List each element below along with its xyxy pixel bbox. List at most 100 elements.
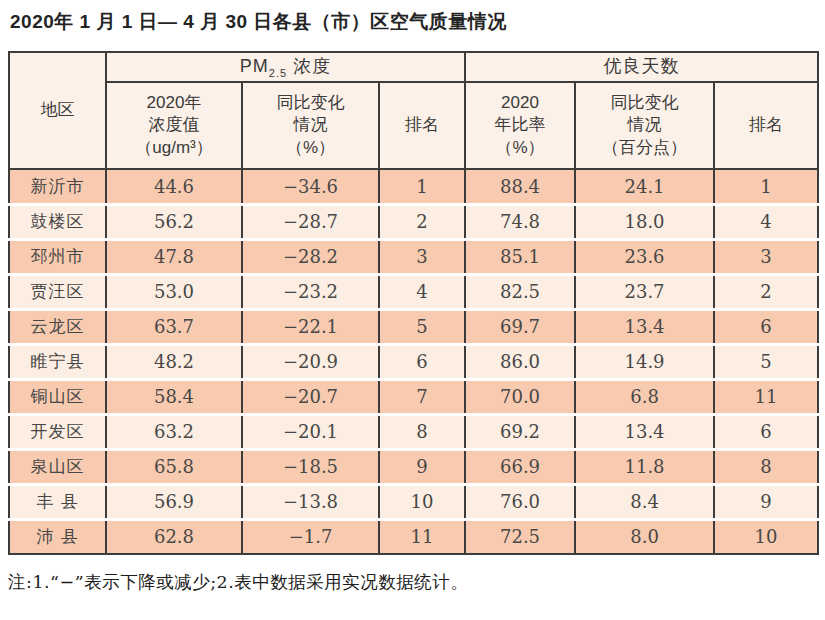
group-header-row: 地区 PM2.5 浓度 优良天数: [9, 52, 818, 82]
rate-rank-cell: 5: [714, 344, 818, 379]
pm-value-cell: 47.8: [106, 239, 242, 274]
rate-rank-cell: 1: [714, 169, 818, 204]
pm-rank-cell: 2: [379, 204, 465, 239]
rate-change-cell: 6.8: [575, 379, 714, 414]
rate-change-cell: 14.9: [575, 344, 714, 379]
pm-value-cell: 63.7: [106, 309, 242, 344]
table-row: 睢宁县48.2−20.9686.014.95: [9, 344, 818, 379]
header-pm-value: 2020年 浓度值 （ug/m³）: [106, 82, 242, 169]
rate-value-cell: 69.7: [465, 309, 575, 344]
pm-change-cell: −13.8: [242, 484, 379, 519]
pm-label-prefix: PM: [240, 56, 269, 76]
region-cell: 铜山区: [9, 379, 106, 414]
header-rate-change: 同比变化 情况 （百分点）: [575, 82, 714, 169]
air-quality-table: 地区 PM2.5 浓度 优良天数 2020年 浓度值 （ug/m³） 同比变化 …: [8, 51, 819, 555]
region-cell: 贾汪区: [9, 274, 106, 309]
pm-value-cell: 44.6: [106, 169, 242, 204]
header-pm-rank: 排名: [379, 82, 465, 169]
rate-change-cell: 23.7: [575, 274, 714, 309]
rate-change-cell: 8.4: [575, 484, 714, 519]
rate-value-cell: 70.0: [465, 379, 575, 414]
pm-change-cell: −23.2: [242, 274, 379, 309]
rate-value-cell: 74.8: [465, 204, 575, 239]
rate-value-cell: 88.4: [465, 169, 575, 204]
rate-value-cell: 76.0: [465, 484, 575, 519]
pm-change-cell: −20.1: [242, 414, 379, 449]
pm-value-cell: 58.4: [106, 379, 242, 414]
region-cell: 开发区: [9, 414, 106, 449]
pm-value-cell: 56.9: [106, 484, 242, 519]
pm-rank-cell: 9: [379, 449, 465, 484]
pm-label-suffix: 浓度: [287, 56, 331, 76]
rate-change-cell: 13.4: [575, 414, 714, 449]
table-row: 鼓楼区56.2−28.7274.818.04: [9, 204, 818, 239]
table-row: 云龙区63.7−22.1569.713.46: [9, 309, 818, 344]
table-row: 沛 县62.8−1.71172.58.010: [9, 519, 818, 554]
pm-change-cell: −20.7: [242, 379, 379, 414]
rate-value-cell: 69.2: [465, 414, 575, 449]
pm-value-cell: 48.2: [106, 344, 242, 379]
pm-rank-cell: 4: [379, 274, 465, 309]
pm-rank-cell: 8: [379, 414, 465, 449]
header-group-pm25: PM2.5 浓度: [106, 52, 465, 82]
pm-value-cell: 56.2: [106, 204, 242, 239]
pm-rank-cell: 11: [379, 519, 465, 554]
rate-rank-cell: 6: [714, 414, 818, 449]
region-cell: 睢宁县: [9, 344, 106, 379]
rate-value-cell: 82.5: [465, 274, 575, 309]
pm-change-cell: −1.7: [242, 519, 379, 554]
region-cell: 新沂市: [9, 169, 106, 204]
region-cell: 邳州市: [9, 239, 106, 274]
rate-change-cell: 8.0: [575, 519, 714, 554]
table-row: 开发区63.2−20.1869.213.46: [9, 414, 818, 449]
rate-value-cell: 66.9: [465, 449, 575, 484]
pm-change-cell: −28.2: [242, 239, 379, 274]
rate-rank-cell: 2: [714, 274, 818, 309]
page: 2020年 1 月 1 日— 4 月 30 日各县（市）区空气质量情况 地区 P…: [0, 0, 825, 620]
table-row: 丰 县56.9−13.81076.08.49: [9, 484, 818, 519]
pm-rank-cell: 5: [379, 309, 465, 344]
header-region: 地区: [9, 52, 106, 169]
rate-value-cell: 86.0: [465, 344, 575, 379]
rate-value-cell: 72.5: [465, 519, 575, 554]
region-cell: 鼓楼区: [9, 204, 106, 239]
region-cell: 泉山区: [9, 449, 106, 484]
rate-rank-cell: 4: [714, 204, 818, 239]
table-row: 贾汪区53.0−23.2482.523.72: [9, 274, 818, 309]
region-cell: 沛 县: [9, 519, 106, 554]
table-row: 泉山区65.8−18.5966.911.88: [9, 449, 818, 484]
pm-value-cell: 62.8: [106, 519, 242, 554]
pm-change-cell: −18.5: [242, 449, 379, 484]
pm-change-cell: −20.9: [242, 344, 379, 379]
rate-rank-cell: 9: [714, 484, 818, 519]
rate-rank-cell: 8: [714, 449, 818, 484]
pm-value-cell: 53.0: [106, 274, 242, 309]
header-pm-change: 同比变化 情况 （%）: [242, 82, 379, 169]
table-body: 新沂市44.6−34.6188.424.11鼓楼区56.2−28.7274.81…: [9, 169, 818, 554]
pm-change-cell: −34.6: [242, 169, 379, 204]
header-rate-rank: 排名: [714, 82, 818, 169]
table-row: 邳州市47.8−28.2385.123.63: [9, 239, 818, 274]
rate-value-cell: 85.1: [465, 239, 575, 274]
rate-change-cell: 23.6: [575, 239, 714, 274]
rate-change-cell: 24.1: [575, 169, 714, 204]
pm-label-subscript: 2.5: [269, 66, 287, 78]
pm-rank-cell: 7: [379, 379, 465, 414]
sub-header-row: 2020年 浓度值 （ug/m³） 同比变化 情况 （%） 排名 2020 年比…: [9, 82, 818, 169]
pm-rank-cell: 10: [379, 484, 465, 519]
region-cell: 丰 县: [9, 484, 106, 519]
header-rate-value: 2020 年比率 （%）: [465, 82, 575, 169]
rate-rank-cell: 10: [714, 519, 818, 554]
pm-rank-cell: 6: [379, 344, 465, 379]
pm-change-cell: −28.7: [242, 204, 379, 239]
rate-change-cell: 11.8: [575, 449, 714, 484]
footnote: 注:1.“−”表示下降或减少;2.表中数据采用实况数据统计。: [0, 555, 825, 594]
page-title: 2020年 1 月 1 日— 4 月 30 日各县（市）区空气质量情况: [0, 0, 825, 35]
table-row: 铜山区58.4−20.7770.06.811: [9, 379, 818, 414]
rate-rank-cell: 11: [714, 379, 818, 414]
rate-rank-cell: 3: [714, 239, 818, 274]
pm-rank-cell: 3: [379, 239, 465, 274]
pm-value-cell: 63.2: [106, 414, 242, 449]
pm-rank-cell: 1: [379, 169, 465, 204]
region-cell: 云龙区: [9, 309, 106, 344]
